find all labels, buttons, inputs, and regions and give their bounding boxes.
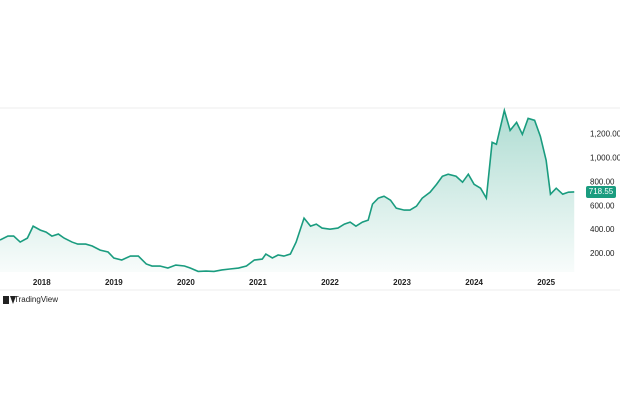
x-tick-label: 2023 xyxy=(393,278,411,287)
y-tick-label: 1,000.00 xyxy=(590,153,620,162)
area-fill xyxy=(0,110,575,272)
x-tick-label: 2020 xyxy=(177,278,195,287)
price-line xyxy=(0,107,575,273)
y-tick-label: 1,200.00 xyxy=(590,129,620,138)
x-tick-label: 2021 xyxy=(249,278,267,287)
x-tick-label: 2025 xyxy=(537,278,555,287)
brand-logo xyxy=(3,296,16,304)
price-label: 718.55 xyxy=(589,187,614,196)
y-tick-label: 200.00 xyxy=(590,249,615,258)
price-badge xyxy=(586,185,616,198)
y-tick-label: 800.00 xyxy=(590,177,615,186)
x-tick-label: 2019 xyxy=(105,278,123,287)
y-tick-label: 600.00 xyxy=(590,201,615,210)
brand: TradingView xyxy=(14,295,58,304)
x-tick-label: 2022 xyxy=(321,278,339,287)
x-tick-label: 2018 xyxy=(33,278,51,287)
y-tick-label: 400.00 xyxy=(590,225,615,234)
x-tick-label: 2024 xyxy=(465,278,483,287)
